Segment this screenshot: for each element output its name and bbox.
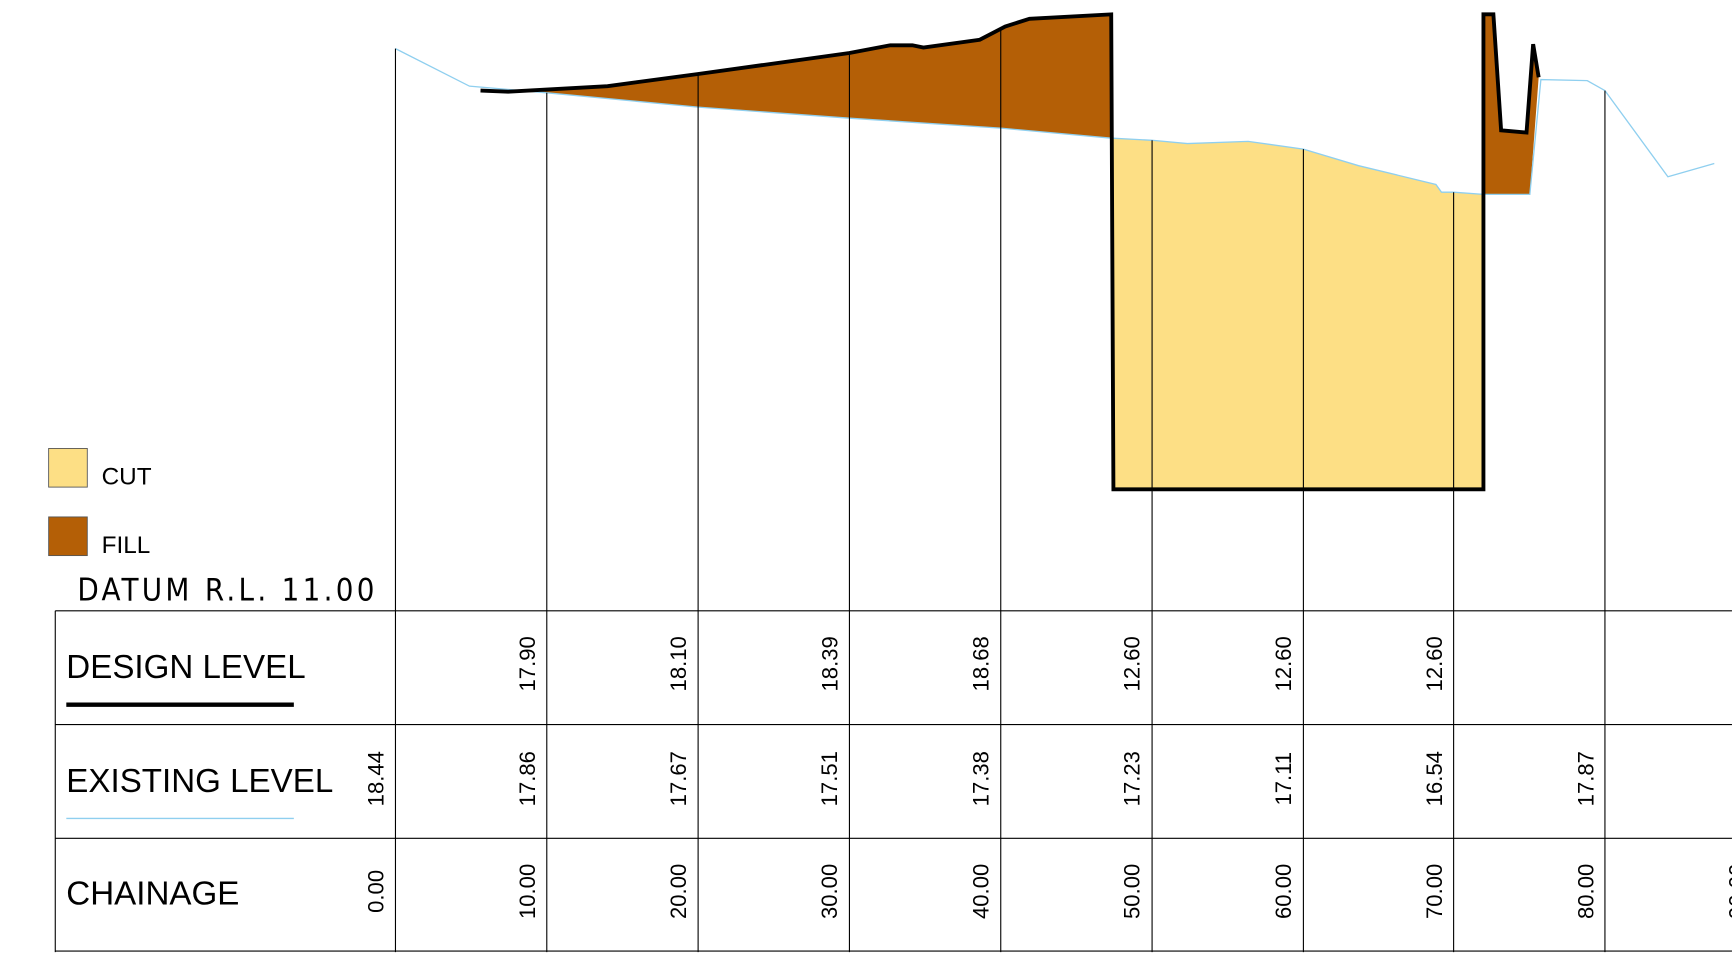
cut-area: [1111, 138, 1484, 490]
existing-level-line: [395, 48, 1715, 196]
cell-value: 40.00: [968, 864, 993, 919]
profile: [394, 12, 1715, 953]
cell-value: 17.11: [1271, 752, 1296, 806]
fill-area: [480, 14, 1112, 139]
cell-value: 18.10: [666, 636, 691, 691]
cell-value: 0.00: [364, 870, 389, 913]
cell-value: 12.60: [1120, 636, 1145, 691]
cell-value: 60.00: [1271, 864, 1296, 919]
cell-value: 12.60: [1422, 636, 1447, 691]
cell-value: 70.00: [1422, 864, 1447, 919]
cut-swatch: [48, 448, 88, 488]
row-label: CHAINAGE: [66, 876, 239, 913]
table-grid: [54, 610, 1732, 953]
cell-value: 30.00: [817, 864, 842, 919]
row-label: DESIGN LEVEL: [66, 649, 305, 686]
legend: CUT FILL: [48, 448, 152, 559]
cell-value: 20.00: [666, 864, 691, 919]
cell-value: 17.87: [1573, 751, 1598, 806]
design-level-line: [480, 12, 1541, 492]
cell-value: 17.23: [1120, 751, 1145, 806]
legend-label: CUT: [102, 464, 152, 491]
cell-value: 10.00: [515, 864, 540, 919]
fill-area: [1483, 14, 1539, 195]
row-label: EXISTING LEVEL: [66, 763, 333, 800]
cell-value: 12.60: [1271, 636, 1296, 691]
cell-value: 17.90: [515, 636, 540, 691]
cell-value: 90.00: [1725, 864, 1732, 919]
datum: DATUM R.L. 11.00: [77, 573, 377, 609]
cell-value: 17.51: [817, 751, 842, 806]
fill-swatch: [48, 516, 88, 557]
cell-value: 18.39: [817, 636, 842, 691]
cell-value: 50.00: [1120, 864, 1145, 919]
cell-value: 80.00: [1573, 864, 1598, 919]
cell-value: 18.68: [968, 636, 993, 691]
legend-label: FILL: [102, 532, 151, 559]
cell-value: 17.38: [968, 751, 993, 806]
cell-value: 18.44: [364, 751, 389, 806]
station-lines: [394, 28, 1606, 953]
cell-value: 16.54: [1422, 751, 1447, 806]
cell-value: 17.86: [515, 751, 540, 806]
cell-value: 17.67: [666, 751, 691, 806]
